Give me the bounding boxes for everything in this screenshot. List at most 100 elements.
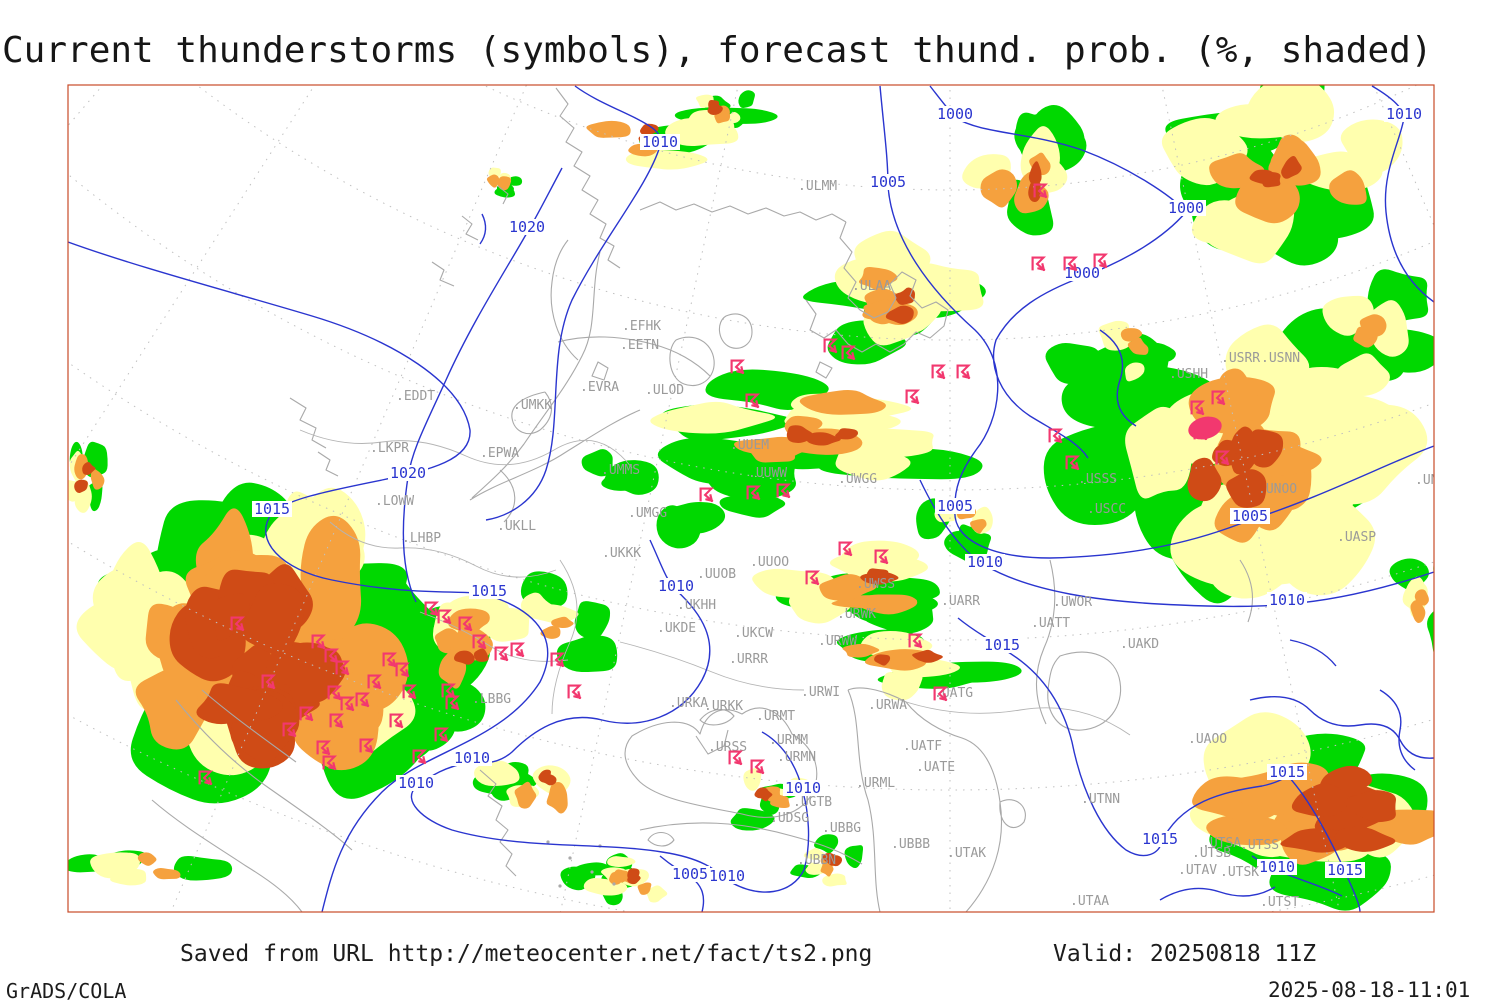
isobar-label: 1010 — [452, 749, 492, 767]
thunderstorm-symbol-icon — [931, 364, 945, 379]
station-label-urml: .URML — [856, 776, 895, 791]
shading-blob-orange — [1206, 815, 1288, 846]
coast-caspian — [847, 687, 1026, 912]
isobar-label: 1005 — [1230, 507, 1270, 525]
coast-aral — [1047, 651, 1122, 731]
station-label-lkpr: .LKPR — [370, 441, 409, 456]
isobar-label-value: 1015 — [1269, 763, 1305, 781]
shading-blob-red — [196, 683, 283, 725]
shading-blob-red — [241, 583, 304, 657]
island-dot — [558, 884, 562, 888]
isobar-label-value: 1010 — [709, 867, 745, 885]
station-label-utsa: .UTSA — [1202, 836, 1241, 851]
shading-blob-red — [1344, 790, 1396, 823]
isobar-label-box — [388, 465, 428, 481]
isobar-label-value: 1010 — [658, 577, 694, 595]
thunderstorm-symbol-icon — [494, 646, 508, 661]
station-label-utsk: .UTSK — [1220, 865, 1259, 880]
station-label-uatf: .UATF — [903, 739, 942, 754]
coast-black-sea — [624, 707, 818, 818]
footer-source-url: Saved from URL http://meteocenter.net/fa… — [180, 941, 873, 967]
thunderstorm-symbol-icon — [956, 364, 970, 379]
shading-blob-red — [754, 787, 769, 799]
shading-blob-orange — [980, 169, 1018, 208]
isobar-label-box — [1267, 592, 1307, 608]
station-label-usnn: .USNN — [1261, 351, 1300, 366]
station-label-urmt: .URMT — [756, 709, 795, 724]
shading-blob-orange — [540, 625, 561, 639]
shading-blob-red — [885, 305, 914, 324]
coast-greece-turkey — [479, 769, 863, 877]
station-label-utak: .UTAK — [947, 846, 986, 861]
shading-blob-orange — [1213, 368, 1259, 418]
isobar-label: 1020 — [388, 464, 428, 482]
shading-blob-orange — [1235, 172, 1300, 224]
isobar-label-value: 1015 — [1327, 861, 1363, 879]
shading-blob-red — [874, 654, 891, 666]
isobar-label: 1010 — [783, 779, 823, 797]
station-label-unoo: .UNOO — [1258, 482, 1297, 497]
isobar-label: 1015 — [1325, 861, 1365, 879]
shading-blob-green — [581, 449, 613, 477]
shading-blob-red — [1028, 161, 1042, 186]
shading-blob-red — [539, 773, 557, 786]
shading-blob-red — [835, 428, 859, 440]
shading-blob-red — [453, 650, 475, 665]
shading-blob-red — [707, 102, 723, 115]
coastlines — [151, 87, 1253, 912]
isobar-label-box — [469, 583, 509, 599]
station-label-uaoo: .UAOO — [1188, 732, 1227, 747]
isobar-label-value: 1005 — [937, 497, 973, 515]
isobar-label: 1005 — [868, 173, 908, 191]
station-label-ulmm: .ULMM — [798, 179, 837, 194]
isobar-label-box — [1325, 862, 1365, 878]
shading-blob-red — [1281, 155, 1302, 179]
isobar-label-value: 1005 — [870, 173, 906, 191]
shading-blob-orange — [1359, 314, 1387, 339]
shading-blob-red — [805, 432, 841, 446]
shading-blob-red — [1249, 429, 1284, 468]
island-dot — [590, 870, 594, 874]
thunderstorm-symbol-icon — [567, 684, 581, 699]
isobar-label-value: 1015 — [984, 636, 1020, 654]
shading-blob-red — [473, 648, 489, 662]
isobar-label-value: 1015 — [471, 582, 507, 600]
station-label-ukll: .UKLL — [497, 519, 536, 534]
coast-adriatic-italy — [151, 689, 353, 912]
shading-blob-orange — [137, 852, 157, 866]
shading-blob-red — [1249, 169, 1275, 184]
shading-blob-red — [1291, 783, 1349, 817]
station-label-lbbg: .LBBG — [472, 692, 511, 707]
coast-kola — [639, 201, 847, 223]
coast-white-sea — [805, 221, 949, 353]
station-label-urwa: .URWA — [868, 698, 907, 713]
station-label-urmm: .URMM — [769, 733, 808, 748]
isobar-label-box — [965, 554, 1005, 570]
shading-blob-green — [1045, 342, 1102, 385]
station-label-ulod: .ULOD — [645, 383, 684, 398]
isobar-label: 1010 — [1257, 858, 1297, 876]
coast-norway — [555, 87, 621, 269]
isobar-label-box — [507, 219, 547, 235]
shading-blob-red — [1231, 426, 1254, 455]
shading-blob-green — [814, 834, 839, 854]
thunderstorm-symbol-icon — [699, 487, 713, 502]
isobar-label-box — [935, 498, 975, 514]
thunderstorm-symbol-icon — [730, 359, 744, 374]
shading-blob-red — [82, 461, 96, 475]
station-label-utst: .UTST — [1260, 895, 1299, 910]
station-label-umgg: .UMGG — [628, 506, 667, 521]
shading-blob-orange — [819, 574, 877, 601]
isobar-label: 1015 — [1267, 763, 1307, 781]
station-label-uscc: .USCC — [1087, 502, 1126, 517]
isobar-label-value: 1010 — [398, 774, 434, 792]
station-label-ukkk: .UKKK — [602, 546, 641, 561]
shading-blob-orange — [858, 266, 898, 292]
isobar-label-box — [1267, 764, 1307, 780]
isobar-label-box — [1140, 831, 1180, 847]
isobar-label-box — [935, 106, 975, 122]
shading-blob-yellow — [645, 885, 668, 903]
